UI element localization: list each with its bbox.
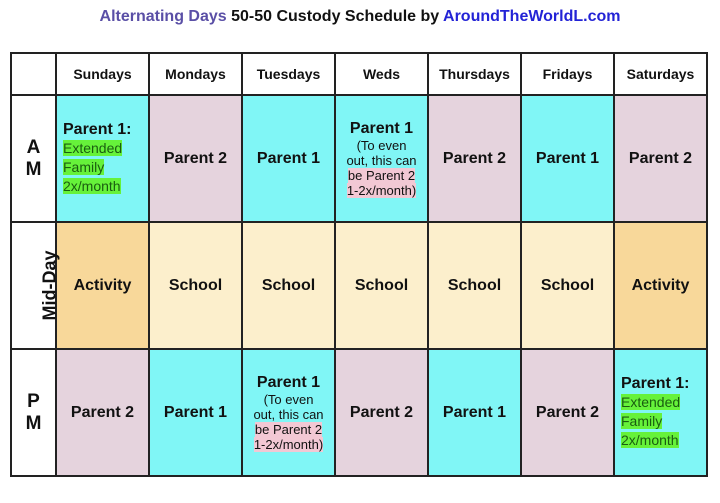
row-label-midday: Mid-Day [10, 221, 60, 350]
cell-tue-am: Parent 1 [241, 94, 336, 223]
cell-sat-am: Parent 2 [613, 94, 708, 223]
cell-thu-pm: Parent 1 [427, 348, 522, 477]
corner-cell [10, 52, 57, 96]
cell-sun-am: Parent 1: Extended Family 2x/month [55, 94, 150, 223]
day-header: Saturdays [613, 52, 708, 96]
cell-thu-am: Parent 2 [427, 94, 522, 223]
title-main: 50-50 Custody Schedule by [226, 8, 444, 25]
cell-sun-mid: Activity [55, 221, 150, 350]
header-row: Sundays Mondays Tuesdays Weds Thursdays … [10, 52, 708, 96]
cell-wed-mid: School [334, 221, 429, 350]
day-header: Sundays [55, 52, 150, 96]
cell-thu-mid: School [427, 221, 522, 350]
day-header: Fridays [520, 52, 615, 96]
cell-mon-mid: School [148, 221, 243, 350]
cell-mon-am: Parent 2 [148, 94, 243, 223]
cell-mon-pm: Parent 1 [148, 348, 243, 477]
page-title: Alternating Days 50-50 Custody Schedule … [0, 8, 720, 26]
cell-sat-mid: Activity [613, 221, 708, 350]
day-header: Weds [334, 52, 429, 96]
title-site-link: AroundTheWorldL.com [443, 8, 621, 25]
cell-fri-mid: School [520, 221, 615, 350]
cell-fri-am: Parent 1 [520, 94, 615, 223]
cell-sun-pm: Parent 2 [55, 348, 150, 477]
cell-tue-mid: School [241, 221, 336, 350]
cell-tue-pm: Parent 1 (To even out, this can be Parent 2… [241, 348, 336, 477]
cell-wed-pm: Parent 2 [334, 348, 429, 477]
day-header: Tuesdays [241, 52, 336, 96]
cell-wed-am: Parent 1 (To even out, this can be Parent 2… [334, 94, 429, 223]
day-header: Thursdays [427, 52, 522, 96]
cell-sat-pm: Parent 1: Extended Family 2x/month [613, 348, 708, 477]
midday-row: Mid-Day Activity School School School Sc… [10, 221, 708, 350]
title-alternating-days: Alternating Days [99, 8, 227, 25]
day-header: Mondays [148, 52, 243, 96]
cell-fri-pm: Parent 2 [520, 348, 615, 477]
custody-schedule-table: Sundays Mondays Tuesdays Weds Thursdays … [10, 52, 708, 477]
